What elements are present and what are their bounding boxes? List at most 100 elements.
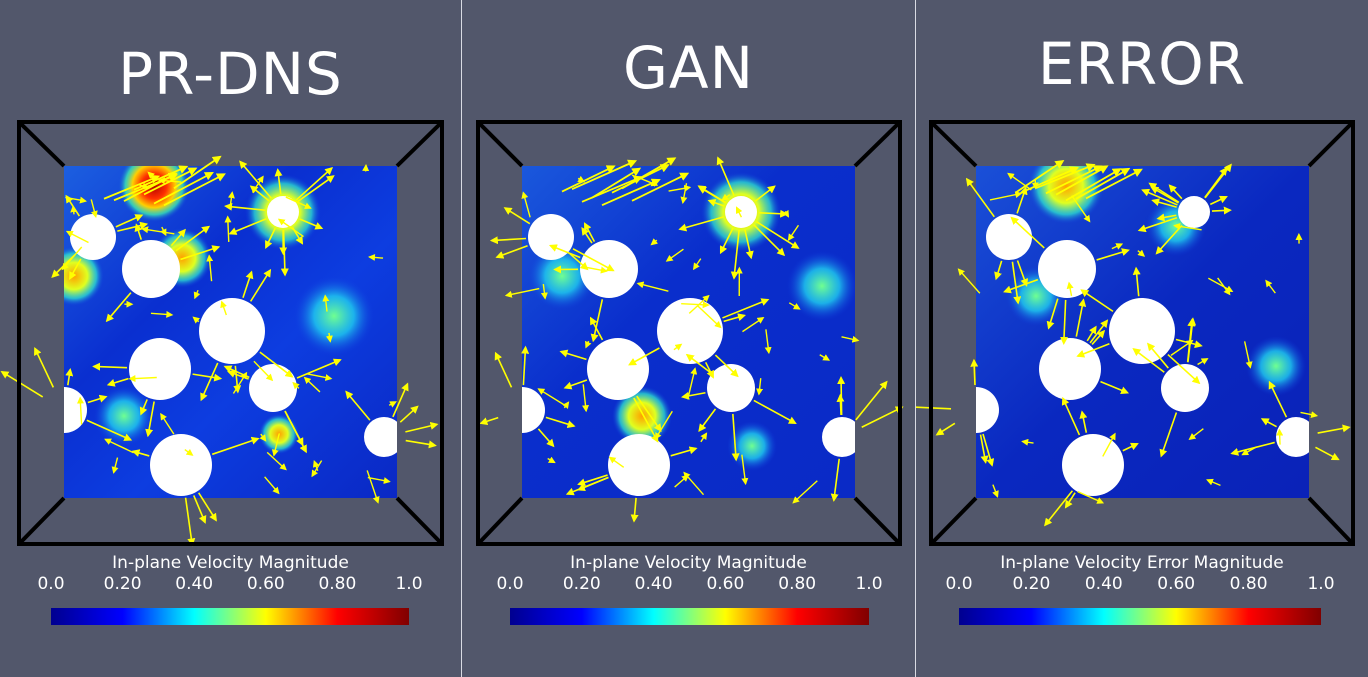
particle [608, 434, 670, 496]
velocity-arrow [631, 172, 690, 202]
velocity-arrow [249, 185, 270, 202]
velocity-arrow [106, 377, 129, 387]
velocity-arrow [1111, 243, 1124, 250]
velocity-arrow [982, 433, 995, 467]
colorbar-tick: 1.0 [1307, 574, 1335, 594]
velocity-arrow [545, 416, 576, 428]
velocity-arrow [299, 218, 324, 230]
velocity-arrow [1089, 319, 1109, 344]
particle [976, 387, 999, 433]
velocity-arrow [559, 349, 587, 361]
colorbar-tick: 0.20 [103, 574, 142, 594]
velocity-arrow [563, 379, 588, 390]
velocity-arrow [636, 281, 669, 292]
velocity-arrow [1065, 168, 1122, 202]
velocity-arrow [1167, 353, 1201, 385]
velocity-arrow [239, 160, 272, 199]
velocity-arrow [753, 399, 797, 424]
velocity-arrow [1159, 412, 1178, 458]
velocity-arrow [87, 394, 108, 404]
velocity-arrow [722, 298, 770, 319]
velocity-arrow [259, 433, 267, 442]
velocity-arrow [1204, 167, 1228, 199]
velocity-arrow [143, 167, 198, 196]
velocity-hotspot [294, 276, 374, 356]
velocity-arrow [1016, 260, 1029, 287]
velocity-arrow [1132, 266, 1141, 297]
velocity-arrow [744, 229, 754, 260]
velocity-arrow [583, 222, 596, 243]
velocity-arrow [150, 310, 174, 318]
velocity-arrow [70, 205, 78, 215]
velocity-arrows [0, 155, 439, 547]
velocity-arrow [1243, 341, 1253, 369]
velocity-arrow [123, 172, 178, 202]
velocity-arrow [547, 456, 556, 464]
velocity-arrow [405, 421, 439, 433]
velocity-arrow [192, 316, 201, 324]
velocity-arrow [345, 390, 371, 421]
velocity-arrow [994, 260, 1003, 281]
velocity-arrow [621, 157, 677, 190]
flow-field-view [916, 120, 1355, 546]
velocity-arrow [591, 167, 642, 199]
colorbar-ticks: 0.0 0.20 0.40 0.60 0.80 1.0 [945, 574, 1334, 596]
colorbar-tick: 0.80 [318, 574, 357, 594]
velocity-arrow [141, 226, 175, 235]
velocity-arrow [322, 294, 330, 312]
velocity-arrow [837, 375, 846, 416]
velocity-arrow [1077, 491, 1105, 504]
velocity-arrow [673, 343, 683, 351]
velocity-arrow [581, 175, 643, 203]
velocity-arrow [34, 346, 55, 388]
velocity-arrow [1055, 165, 1109, 196]
velocity-arrow [232, 371, 248, 394]
velocity-arrow [1011, 261, 1022, 305]
velocity-arrow [1007, 172, 1032, 191]
velocity-arrow [1015, 159, 1065, 194]
velocity-arrow [104, 438, 134, 454]
particle [122, 240, 180, 298]
velocity-arrow [1137, 249, 1146, 257]
velocity-arrow [311, 460, 323, 478]
velocity-arrow [1146, 342, 1169, 369]
velocity-arrow [1071, 195, 1091, 223]
velocity-arrow [175, 225, 211, 252]
velocity-arrow [479, 416, 499, 426]
velocity-arrow [367, 476, 391, 485]
velocity-arrow [495, 244, 528, 259]
velocity-arrow [200, 362, 219, 402]
particle [199, 298, 265, 364]
velocity-arrow [296, 358, 342, 379]
velocity-arrow [755, 220, 800, 249]
velocity-arrow [1016, 186, 1028, 214]
velocity-arrow [1170, 339, 1194, 356]
velocity-arrow [792, 480, 818, 504]
colorbar [510, 608, 869, 625]
velocity-arrow [633, 397, 659, 443]
velocity-arrows [479, 156, 904, 523]
velocity-arrow [681, 301, 710, 309]
colorbar-ticks: 0.0 0.20 0.40 0.60 0.80 1.0 [496, 574, 882, 596]
velocity-arrow [787, 224, 800, 242]
velocity-arrow [1276, 428, 1284, 445]
velocity-arrow [1010, 216, 1045, 249]
velocity-arrow [399, 405, 419, 423]
panel-gan: GAN In-plane Velocity Magnitude 0.0 0.20… [462, 0, 915, 677]
colorbar-tick: 0.60 [1157, 574, 1196, 594]
velocity-arrow [184, 448, 194, 456]
velocity-arrow [680, 391, 706, 400]
velocity-arrow [1061, 396, 1081, 436]
velocity-arrow [134, 223, 143, 240]
velocity-arrow [160, 412, 175, 435]
velocity-arrow [65, 196, 87, 204]
velocity-arrow [577, 474, 608, 487]
velocity-arrow [1315, 446, 1340, 461]
velocity-arrow [65, 367, 74, 386]
velocity-arrow [264, 476, 280, 495]
velocity-arrow [224, 202, 266, 211]
velocity-arrow [61, 246, 83, 271]
velocity-arrow [1091, 329, 1106, 345]
velocity-arrow [723, 313, 746, 323]
velocity-arrow [788, 302, 801, 310]
